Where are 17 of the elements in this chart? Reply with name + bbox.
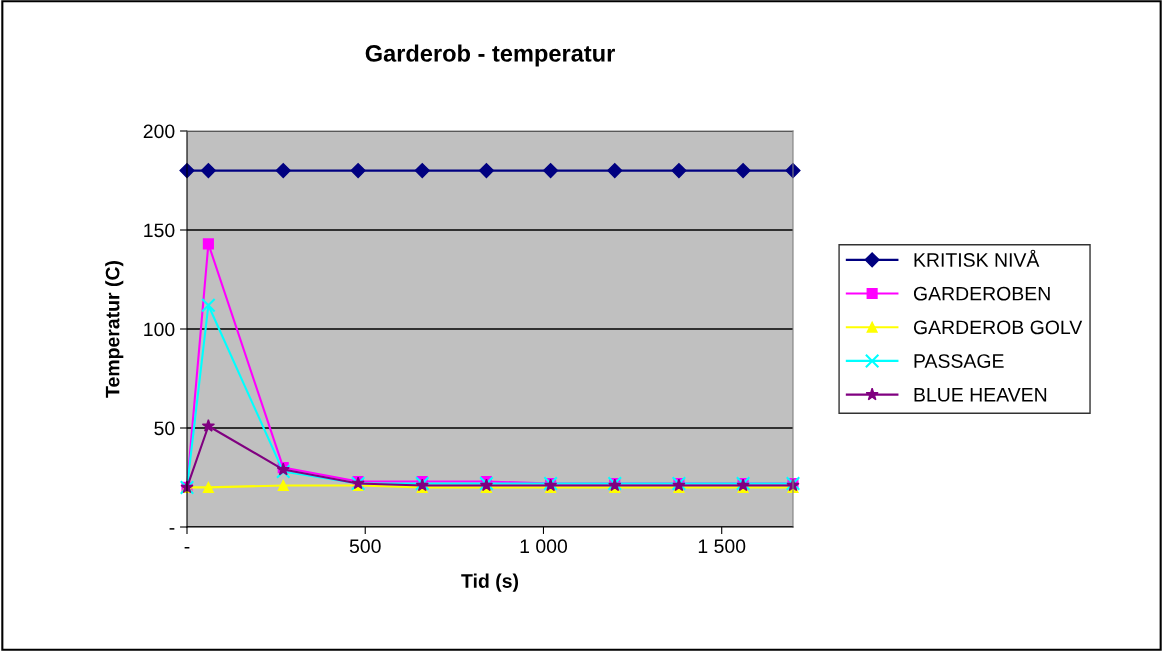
x-tick-label: 500 [349, 539, 381, 554]
x-tick-label: - [184, 546, 190, 549]
legend-label: BLUE HEAVEN [914, 388, 1047, 402]
legend-label: GARDEROBEN [913, 286, 1050, 301]
y-tick-label: - [169, 528, 175, 530]
legend-label: GARDEROB GOLV [913, 320, 1083, 335]
y-tick-label: 150 [144, 223, 175, 238]
x-axis-title: Tid (s) [461, 573, 519, 592]
legend-label: KRITISK NIVÅ [914, 249, 1040, 267]
chart-title: Garderob - temperatur [365, 44, 615, 67]
x-tick-label: 1 500 [698, 539, 746, 554]
legend-label: PASSAGE [914, 354, 1004, 368]
y-axis-title: Temperatur (C) [105, 261, 124, 398]
x-tick-label: 1 000 [520, 539, 568, 554]
y-tick-label: 200 [143, 124, 175, 139]
y-tick-label: 100 [144, 322, 175, 337]
y-tick-label: 50 [154, 421, 175, 436]
